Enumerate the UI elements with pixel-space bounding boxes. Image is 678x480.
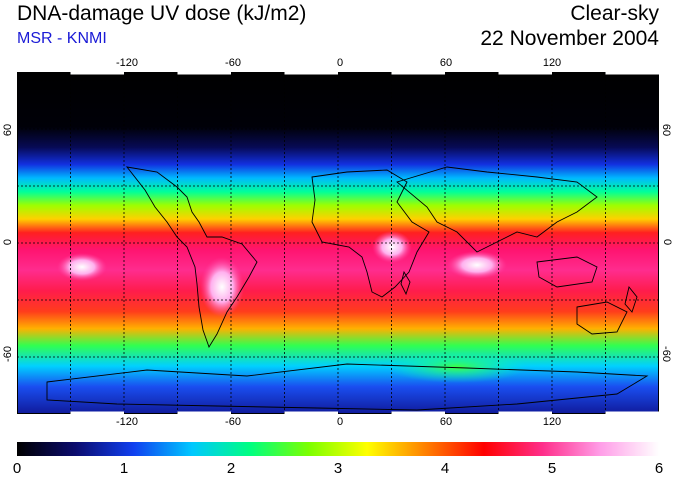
lat-label-left: 60 [2, 123, 15, 137]
colorbar-label: 4 [440, 460, 450, 477]
uv-hotspot [447, 251, 507, 279]
lon-label-top: 0 [336, 57, 344, 69]
colorbar-label: 2 [226, 460, 236, 477]
uv-hotspot [200, 257, 244, 317]
lon-label-top: -120 [115, 57, 139, 69]
colorbar-label: 3 [333, 460, 343, 477]
source-label: MSR - KNMI [17, 30, 107, 47]
lat-label-left: -60 [1, 346, 14, 362]
colorbar-label: 0 [12, 460, 22, 477]
map-title: DNA-damage UV dose (kJ/m2) [17, 2, 307, 25]
uv-dose-world-map [17, 72, 659, 414]
uv-hotspot [372, 231, 412, 263]
lat-label-right: 60 [660, 123, 673, 137]
frame-tick-band [70, 72, 659, 414]
sky-condition-label: Clear-sky [570, 2, 659, 25]
lon-label-bottom: -120 [115, 416, 139, 428]
uv-high-zone [387, 351, 527, 383]
lat-label-right: 0 [661, 238, 674, 246]
lon-label-top: 120 [542, 57, 562, 69]
date-label: 22 November 2004 [480, 27, 659, 50]
colorbar-label: 1 [119, 460, 129, 477]
lon-label-bottom: 120 [542, 416, 562, 428]
colorbar-label: 6 [654, 460, 664, 477]
colorbar-label: 5 [547, 460, 557, 477]
graticule [17, 72, 659, 414]
lon-label-top: -60 [225, 57, 241, 69]
lat-label-right: -60 [659, 346, 672, 362]
uv-hotspot [57, 253, 107, 281]
lon-label-bottom: 60 [439, 416, 453, 428]
colorbar [17, 442, 659, 456]
lon-label-bottom: 0 [336, 416, 344, 428]
lon-label-top: 60 [439, 57, 453, 69]
lat-label-left: 0 [2, 238, 15, 246]
coastlines [46, 166, 649, 411]
lon-label-bottom: -60 [225, 416, 241, 428]
